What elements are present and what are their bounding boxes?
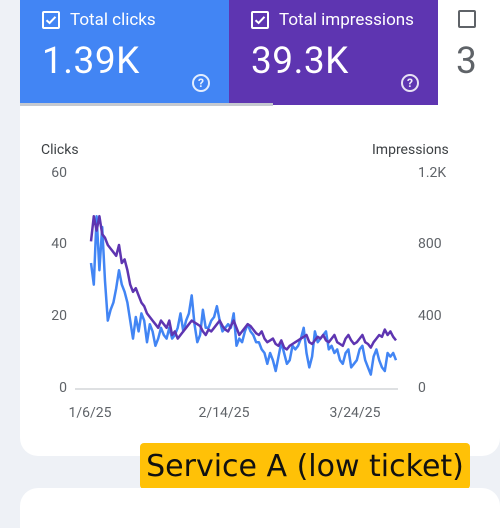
- performance-card: Total clicks 1.39K ? Total impressions 3…: [20, 0, 500, 456]
- x-tick: 1/6/25: [68, 405, 112, 421]
- clicks-series-line: [89, 214, 398, 376]
- total-clicks-tile[interactable]: Total clicks 1.39K ?: [20, 0, 229, 105]
- x-tick: 3/24/25: [329, 405, 381, 421]
- left-axis-title: Clicks: [41, 142, 79, 158]
- chart-plot-area: [75, 214, 398, 390]
- right-tick: 800: [418, 236, 442, 252]
- total-clicks-label: Total clicks: [70, 10, 156, 30]
- checkbox-unchecked-icon[interactable]: [458, 10, 476, 28]
- total-impressions-tile[interactable]: Total impressions 39.3K ?: [229, 0, 438, 105]
- right-tick: 1.2K: [418, 165, 447, 181]
- left-tick: 0: [59, 380, 67, 396]
- impressions-series-line: [89, 214, 397, 351]
- total-impressions-label: Total impressions: [279, 10, 414, 30]
- left-tick: 40: [51, 236, 67, 252]
- service-tag: Service A (low ticket): [140, 443, 470, 489]
- average-ctr-tile[interactable]: 3: [438, 0, 500, 105]
- average-ctr-value: 3: [456, 40, 478, 83]
- total-impressions-value: 39.3K: [251, 40, 349, 83]
- left-tick: 60: [51, 165, 67, 181]
- total-clicks-value: 1.39K: [42, 40, 140, 83]
- x-tick: 2/14/25: [198, 405, 250, 421]
- tiles-scroll-indicator: [20, 103, 273, 106]
- help-icon[interactable]: ?: [401, 74, 419, 92]
- performance-chart: Clicks Impressions 60 40 20 0 1.2K 800 4…: [20, 0, 500, 456]
- left-tick: 20: [51, 308, 67, 324]
- next-card: [20, 488, 500, 528]
- checkbox-checked-icon[interactable]: [251, 11, 269, 29]
- checkbox-checked-icon[interactable]: [42, 11, 60, 29]
- right-tick: 0: [418, 380, 426, 396]
- tile-header: Total impressions: [251, 10, 414, 30]
- help-icon[interactable]: ?: [192, 74, 210, 92]
- tile-header: Total clicks: [42, 10, 156, 30]
- right-axis-title: Impressions: [372, 142, 449, 158]
- right-tick: 400: [418, 308, 442, 324]
- metric-tiles: Total clicks 1.39K ? Total impressions 3…: [20, 0, 500, 106]
- tile-header: [458, 10, 476, 28]
